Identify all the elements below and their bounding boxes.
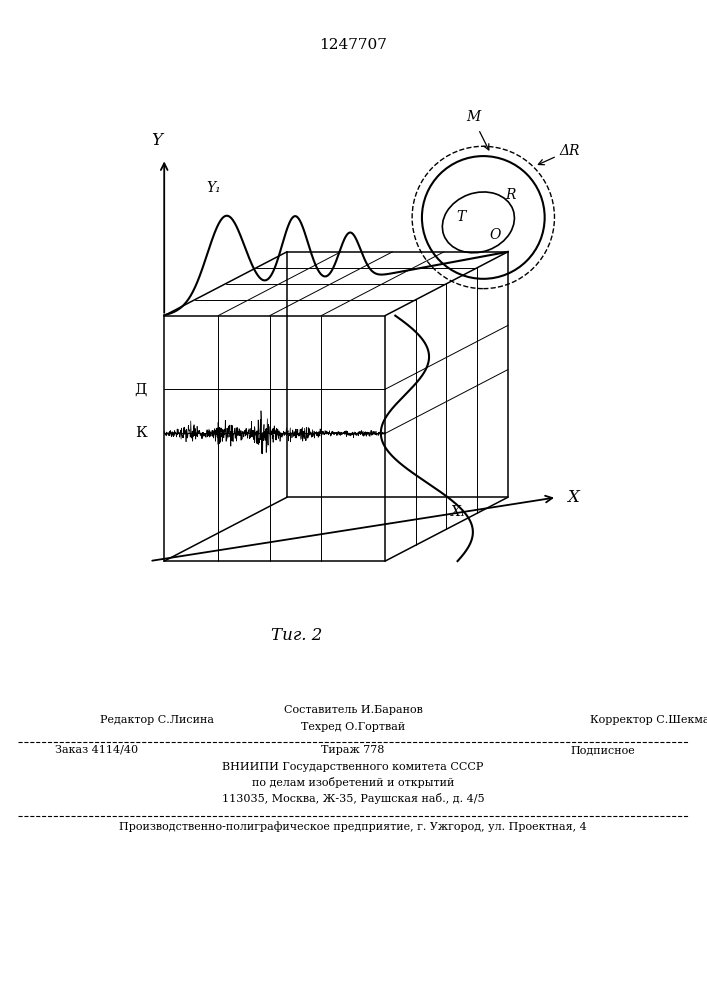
Text: Y: Y [151,132,163,149]
Text: 113035, Москва, Ж-35, Раушская наб., д. 4/5: 113035, Москва, Ж-35, Раушская наб., д. … [222,793,484,804]
Text: Корректор С.Шекмар: Корректор С.Шекмар [590,715,707,725]
Text: ΔR: ΔR [559,144,580,158]
Text: Τиг. 2: Τиг. 2 [271,626,322,644]
Text: R: R [505,188,515,202]
Text: Тираж 778: Тираж 778 [321,745,385,755]
Text: Техред О.Гортвай: Техред О.Гортвай [301,722,405,732]
Text: ВНИИПИ Государственного комитета СССР: ВНИИПИ Государственного комитета СССР [222,762,484,772]
Text: К: К [135,426,147,440]
Text: по делам изобретений и открытий: по делам изобретений и открытий [252,777,454,788]
Text: Составитель И.Баранов: Составитель И.Баранов [284,705,423,715]
Text: 1247707: 1247707 [320,38,387,52]
Text: Д: Д [134,382,147,396]
Text: T: T [457,210,466,224]
Text: Y₁: Y₁ [206,181,221,195]
Text: X₁: X₁ [451,505,467,519]
Text: O: O [490,228,501,242]
Text: M: M [467,110,481,124]
Text: Производственно-полиграфическое предприятие, г. Ужгород, ул. Проектная, 4: Производственно-полиграфическое предприя… [119,821,587,832]
Text: X: X [567,489,578,506]
Text: Заказ 4114/40: Заказ 4114/40 [55,745,138,755]
Text: Редактор С.Лисина: Редактор С.Лисина [100,715,214,725]
Text: Подписное: Подписное [570,745,635,755]
